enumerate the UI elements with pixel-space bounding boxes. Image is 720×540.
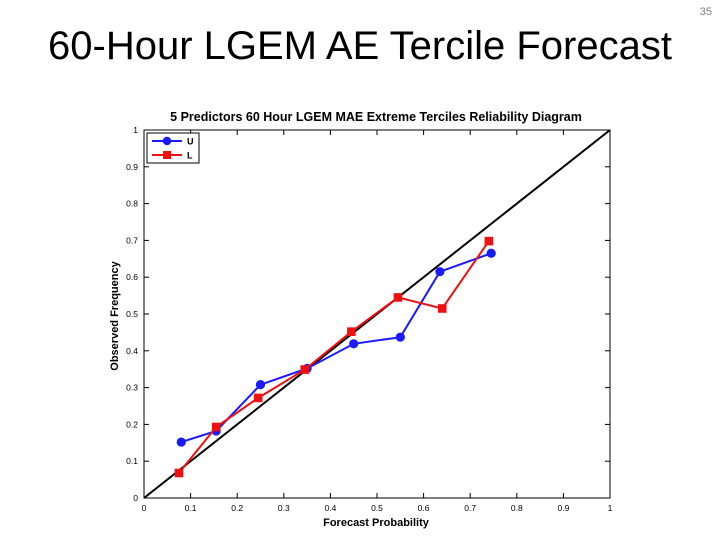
reliability-diagram: 5 Predictors 60 Hour LGEM MAE Extreme Te… [109,110,613,529]
data-point-U [486,248,496,258]
slide-title: 60-Hour LGEM AE Tercile Forecast [48,24,672,68]
y-tick-label: 0.8 [126,199,138,209]
legend-marker-U [162,136,172,146]
x-tick-label: 0 [142,503,147,513]
x-tick-label: 0.6 [418,503,430,513]
x-tick-label: 0.3 [278,503,290,513]
data-point-L [347,327,356,336]
y-tick-label: 0 [133,493,138,503]
data-point-L [300,365,310,374]
y-tick-label: 0.4 [126,346,138,356]
y-tick-label: 0.3 [126,383,138,393]
data-point-L [393,293,403,302]
data-point-L [211,422,221,432]
chart-title: 5 Predictors 60 Hour LGEM MAE Extreme Te… [170,110,582,124]
data-point-U [349,339,359,349]
data-point-U [435,267,445,277]
data-point-U [395,332,405,342]
data-point-L [484,236,494,246]
legend-label-U: U [187,137,194,147]
y-tick-label: 0.7 [126,235,138,245]
slide-number: 35 [699,6,712,18]
y-tick-label: 0.2 [126,419,138,429]
data-point-U [255,380,266,390]
x-tick-label: 0.5 [371,503,383,513]
legend-label-L: L [187,151,193,161]
legend-box [146,132,200,164]
y-tick-label: 0.6 [126,272,138,282]
y-tick-label: 0.9 [126,162,138,172]
x-tick-label: 0.4 [324,503,336,513]
x-tick-label: 0.1 [185,503,197,513]
data-point-L [253,393,263,403]
data-point-U [176,437,186,447]
y-tick-label: 1 [133,125,138,135]
x-tick-label: 0.7 [464,503,476,513]
series-line-U [180,252,492,444]
y-tick-label: 0.1 [126,456,138,466]
x-tick-label: 0.2 [231,503,243,513]
data-point-L [174,468,184,478]
x-tick-label: 0.9 [557,503,569,513]
y-axis-label: Observed Frequency [109,260,121,370]
x-tick-label: 0.8 [511,503,523,513]
data-point-L [437,304,447,313]
legend-marker-L [163,151,171,159]
x-axis-label: Forecast Probability [323,517,430,529]
y-tick-label: 0.5 [126,309,138,319]
series-line-L [178,240,490,474]
x-tick-label: 1 [608,503,613,513]
